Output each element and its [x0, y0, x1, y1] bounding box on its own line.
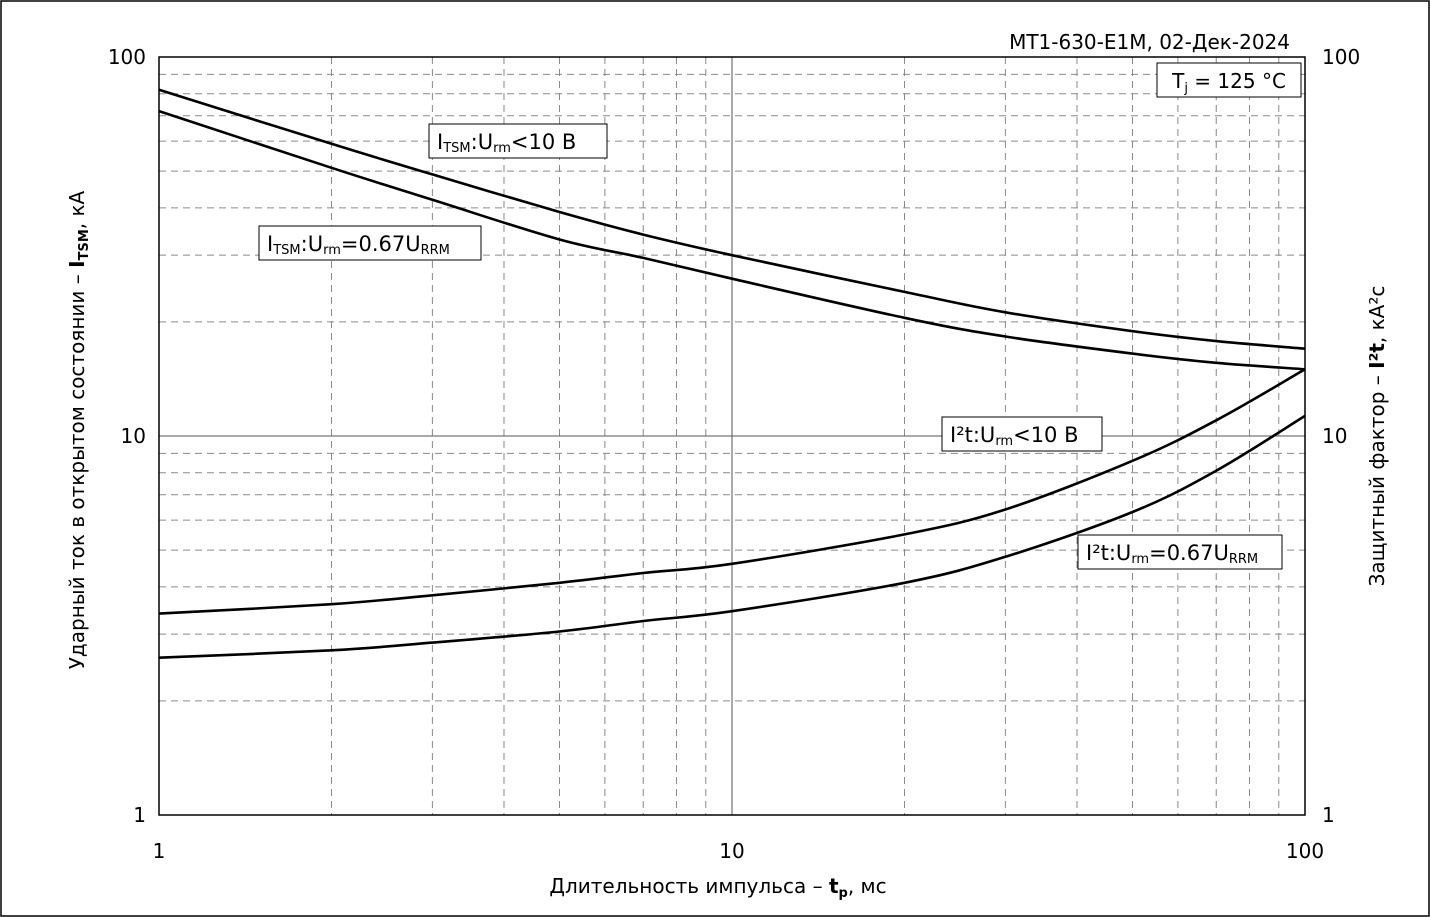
label-itsm-low: ITSM:Urm<10 В: [428, 123, 608, 159]
y2-axis-title: Защитный фактор – I²t, кА²с: [1365, 286, 1389, 587]
y2-tick-label: 10: [1322, 424, 1347, 448]
curves: [158, 88, 1306, 659]
svg-text:Tj = 125 °C: Tj = 125 °C: [1171, 69, 1286, 96]
ticks: 1 10 100 1 10 100 1 10 100: [108, 45, 1360, 863]
x-axis-title: Длительность импульса – tp, мс: [549, 874, 886, 901]
grid: [159, 57, 1305, 815]
y2-tick-label: 100: [1322, 45, 1360, 69]
series-line-2: [158, 109, 1306, 371]
y-tick-label: 10: [121, 424, 146, 448]
series-line-3: [158, 368, 1306, 615]
series-line-4: [158, 414, 1306, 659]
y-tick-label: 1: [133, 803, 146, 827]
svg-text:ITSM:Urm=0.67URRM: ITSM:Urm=0.67URRM: [267, 232, 450, 258]
x-tick-label: 100: [1286, 839, 1324, 863]
label-itsm-067: ITSM:Urm=0.67URRM: [258, 225, 482, 261]
condition-sub: j: [1183, 81, 1188, 96]
x-tick-label: 10: [719, 839, 744, 863]
plot-frame: [158, 56, 1306, 816]
series-line-1: [158, 88, 1306, 350]
label-i2t-067: I²t:Urm=0.67URRM: [1077, 534, 1283, 570]
y-tick-label: 100: [108, 45, 146, 69]
condition-rest: = 125 °C: [1188, 69, 1286, 93]
x-tick-label: 1: [153, 839, 166, 863]
chart-title: МТ1-630-Е1М, 02-Дек-2024: [1009, 30, 1290, 54]
svg-text:I²t:Urm=0.67URRM: I²t:Urm=0.67URRM: [1086, 541, 1258, 567]
y-axis-title: Ударный ток в открытом состоянии – ITSM,…: [65, 190, 92, 669]
svg-text:ITSM:Urm<10 В: ITSM:Urm<10 В: [437, 130, 576, 156]
label-i2t-low: I²t:Urm<10 В: [941, 416, 1103, 452]
condition-box: Tj = 125 °C: [1156, 62, 1302, 98]
svg-text:I²t:Urm<10 В: I²t:Urm<10 В: [950, 423, 1079, 449]
condition-main: T: [1171, 69, 1185, 93]
y2-tick-label: 1: [1322, 803, 1335, 827]
